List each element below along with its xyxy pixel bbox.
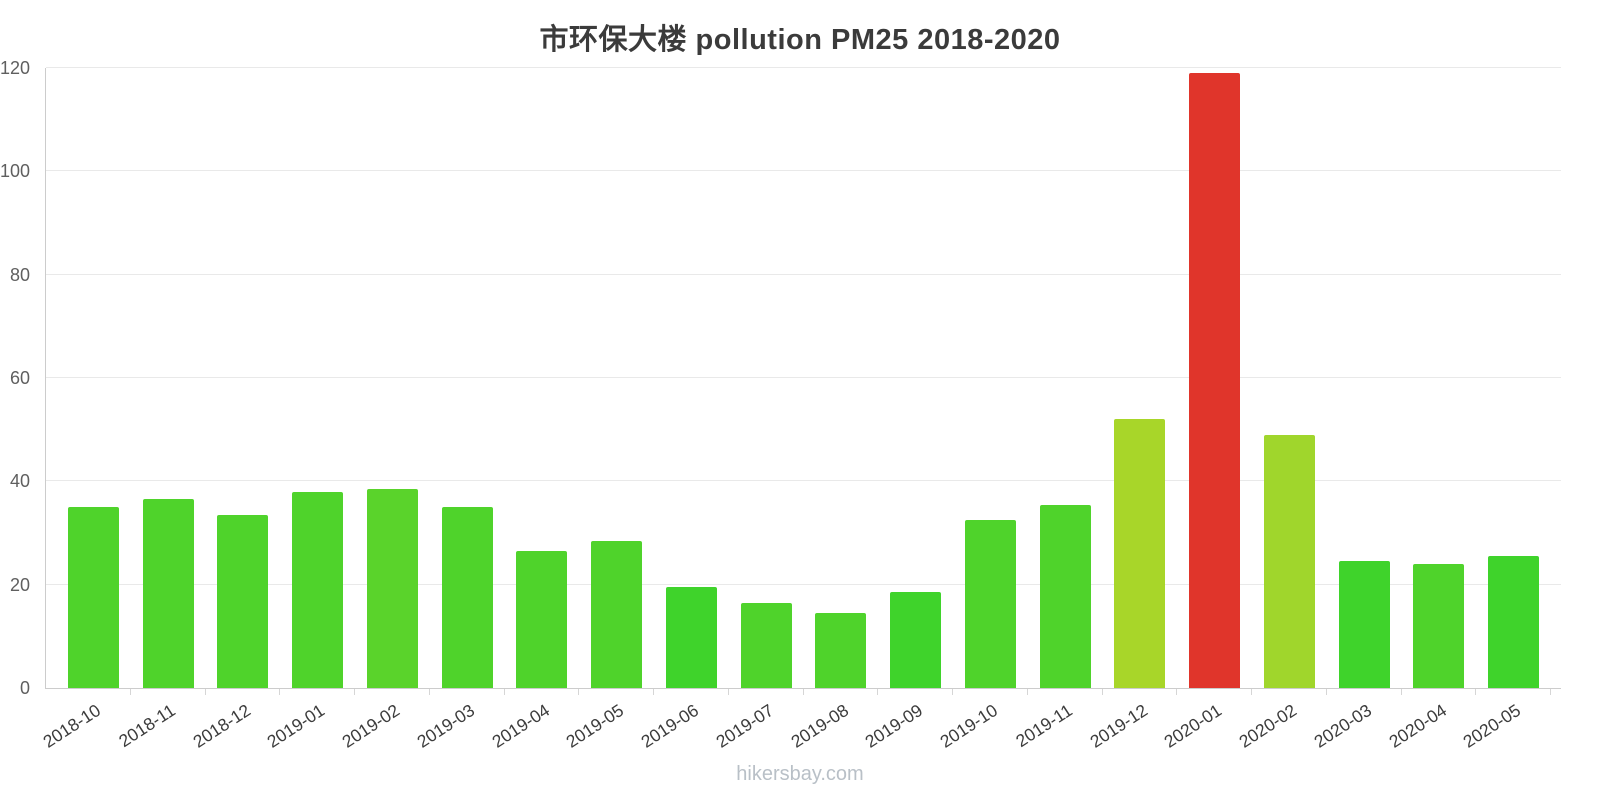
bar-slot: 2019-10 — [937, 68, 1028, 752]
x-tick-label: 2018-11 — [115, 700, 180, 752]
plot-area: 2018-10 2018-11 2018-12 2019-01 2019-02 2019-… — [40, 67, 1561, 752]
x-tick-label: 2019-10 — [936, 700, 1002, 752]
x-tick-label: 2020-02 — [1235, 700, 1301, 752]
x-tick-label: 2018-10 — [39, 700, 105, 752]
y-tick-label: 20 — [9, 574, 30, 595]
watermark-text: hikersbay.com — [736, 763, 864, 785]
bar-slot: 2019-03 — [413, 68, 505, 752]
x-tick-label: 2019-06 — [637, 700, 703, 752]
y-tick-label: 80 — [9, 264, 30, 285]
bar-2019-08 — [815, 613, 867, 688]
bar-2019-11 — [1039, 504, 1091, 688]
bar-slot: 2019-09 — [862, 68, 953, 752]
x-tick-label: 2020-05 — [1459, 700, 1525, 752]
chart-title: 市环保大楼 pollution PM25 2018-2020 — [539, 24, 1061, 56]
y-axis-labels: 0 20 40 60 80 100 120 — [0, 59, 38, 697]
bar-2019-02 — [366, 489, 418, 688]
bar-2019-01 — [292, 491, 344, 688]
x-tick-label: 2019-01 — [263, 700, 329, 752]
bar-2019-05 — [591, 540, 643, 688]
x-tick-label: 2019-04 — [488, 700, 553, 752]
x-tick-label: 2019-12 — [1086, 700, 1151, 752]
bar-2019-06 — [665, 587, 717, 688]
bar-2020-02 — [1263, 434, 1315, 688]
bar-slot: 2020-03 — [1310, 68, 1402, 752]
bar-slot: 2019-07 — [712, 68, 804, 752]
bar-2018-11 — [142, 499, 194, 688]
bar-slot: 2020-04 — [1385, 68, 1477, 752]
x-tick-label: 2019-02 — [338, 700, 404, 752]
x-tick-label: 2020-04 — [1385, 700, 1450, 752]
x-tick-label: 2019-03 — [413, 700, 479, 752]
x-tick-label: 2019-07 — [712, 700, 778, 752]
x-tick-label: 2018-12 — [189, 700, 254, 752]
bar-2018-10 — [67, 507, 119, 688]
bar-2019-10 — [964, 520, 1016, 688]
x-tick-label: 2020-01 — [1160, 700, 1226, 752]
y-tick-label: 100 — [0, 161, 30, 182]
bar-slot: 2019-04 — [488, 68, 580, 752]
bar-slot: 2018-12 — [189, 68, 281, 752]
bar-slot: 2019-02 — [339, 68, 430, 752]
bar-2020-05 — [1488, 556, 1540, 688]
bar-2019-09 — [890, 592, 942, 688]
y-tick-label: 60 — [9, 368, 30, 388]
bar-2020-01 — [1189, 73, 1241, 688]
y-tick-label: 0 — [19, 678, 30, 698]
bar-slot: 2020-05 — [1460, 68, 1551, 752]
bar-slot: 2019-11 — [1012, 68, 1103, 751]
x-tick-label: 2020-03 — [1310, 700, 1376, 752]
bar-slot: 2018-10 — [40, 68, 131, 752]
y-tick-label: 40 — [9, 471, 30, 492]
bar-2018-12 — [217, 514, 269, 688]
bar-2019-03 — [441, 507, 493, 688]
bar-2019-04 — [516, 551, 568, 688]
bar-2019-12 — [1114, 419, 1166, 688]
bar-slot: 2019-08 — [787, 68, 879, 752]
bar-slot: 2019-01 — [264, 68, 355, 752]
bar-2020-03 — [1338, 561, 1390, 688]
bar-slot: 2020-02 — [1236, 68, 1327, 752]
bar-slot: 2020-01 — [1161, 68, 1252, 752]
x-tick-label: 2019-08 — [787, 700, 852, 752]
x-tick-label: 2019-09 — [861, 700, 927, 752]
bar-2020-04 — [1413, 564, 1465, 688]
bar-slot: 2019-05 — [563, 68, 654, 752]
bar-slot: 2019-06 — [638, 68, 729, 752]
x-tick-label: 2019-05 — [562, 700, 628, 752]
y-tick-label: 120 — [0, 58, 30, 78]
bar-slot: 2018-11 — [115, 68, 206, 751]
bar-slot: 2019-12 — [1086, 68, 1178, 752]
bar-2019-07 — [740, 602, 792, 688]
bars: 2018-10 2018-11 2018-12 2019-01 2019-02 2019-… — [40, 68, 1561, 752]
x-tick-label: 2019-11 — [1012, 700, 1077, 752]
